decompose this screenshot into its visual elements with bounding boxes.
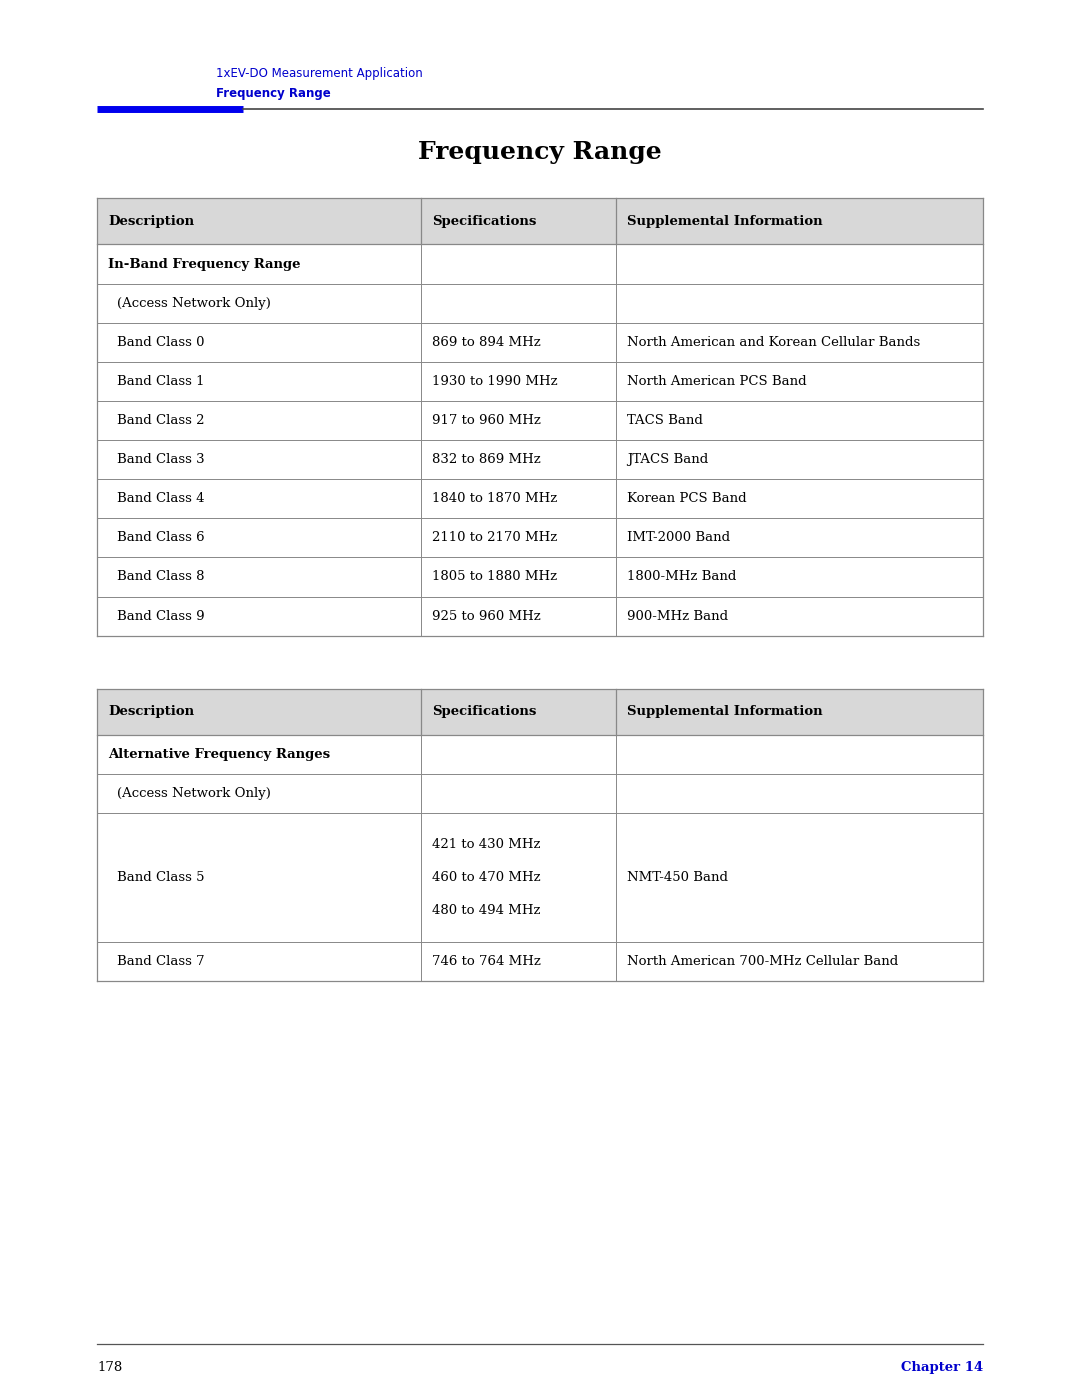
- Text: Alternative Frequency Ranges: Alternative Frequency Ranges: [108, 747, 330, 761]
- Text: Supplemental Information: Supplemental Information: [627, 705, 823, 718]
- Text: TACS Band: TACS Band: [627, 414, 703, 427]
- Text: Frequency Range: Frequency Range: [418, 140, 662, 163]
- Text: Description: Description: [108, 705, 194, 718]
- Text: Chapter 14: Chapter 14: [901, 1361, 983, 1373]
- Text: 900-MHz Band: 900-MHz Band: [627, 609, 728, 623]
- Text: Specifications: Specifications: [432, 705, 537, 718]
- Text: Band Class 1: Band Class 1: [117, 374, 204, 388]
- Text: 421 to 430 MHz: 421 to 430 MHz: [432, 838, 541, 851]
- Text: Band Class 9: Band Class 9: [117, 609, 204, 623]
- Text: 832 to 869 MHz: 832 to 869 MHz: [432, 453, 541, 467]
- Text: (Access Network Only): (Access Network Only): [117, 787, 270, 800]
- Text: 1840 to 1870 MHz: 1840 to 1870 MHz: [432, 492, 557, 506]
- Text: 1800-MHz Band: 1800-MHz Band: [627, 570, 737, 584]
- Text: Band Class 2: Band Class 2: [117, 414, 204, 427]
- Text: North American PCS Band: North American PCS Band: [627, 374, 807, 388]
- Text: Band Class 0: Band Class 0: [117, 335, 204, 349]
- Text: JTACS Band: JTACS Band: [627, 453, 708, 467]
- Text: 1xEV-DO Measurement Application: 1xEV-DO Measurement Application: [216, 67, 422, 80]
- Text: Korean PCS Band: Korean PCS Band: [627, 492, 746, 506]
- Text: 1805 to 1880 MHz: 1805 to 1880 MHz: [432, 570, 557, 584]
- Text: In-Band Frequency Range: In-Band Frequency Range: [108, 257, 300, 271]
- Text: Band Class 8: Band Class 8: [117, 570, 204, 584]
- Text: Band Class 6: Band Class 6: [117, 531, 204, 545]
- Text: Supplemental Information: Supplemental Information: [627, 215, 823, 228]
- Text: 869 to 894 MHz: 869 to 894 MHz: [432, 335, 541, 349]
- Bar: [97, 689, 983, 735]
- Text: Band Class 5: Band Class 5: [117, 870, 204, 884]
- Text: 460 to 470 MHz: 460 to 470 MHz: [432, 870, 541, 884]
- Text: 480 to 494 MHz: 480 to 494 MHz: [432, 904, 541, 916]
- Bar: [97, 198, 983, 244]
- Text: 917 to 960 MHz: 917 to 960 MHz: [432, 414, 541, 427]
- Text: 178: 178: [97, 1361, 122, 1373]
- Text: 1930 to 1990 MHz: 1930 to 1990 MHz: [432, 374, 557, 388]
- Text: (Access Network Only): (Access Network Only): [117, 296, 270, 310]
- Text: IMT-2000 Band: IMT-2000 Band: [627, 531, 730, 545]
- Text: Specifications: Specifications: [432, 215, 537, 228]
- Text: 2110 to 2170 MHz: 2110 to 2170 MHz: [432, 531, 557, 545]
- Text: North American 700-MHz Cellular Band: North American 700-MHz Cellular Band: [627, 954, 899, 968]
- Text: NMT-450 Band: NMT-450 Band: [627, 870, 728, 884]
- Text: Band Class 7: Band Class 7: [117, 954, 204, 968]
- Text: 746 to 764 MHz: 746 to 764 MHz: [432, 954, 541, 968]
- Text: Description: Description: [108, 215, 194, 228]
- Text: Band Class 3: Band Class 3: [117, 453, 204, 467]
- Text: 925 to 960 MHz: 925 to 960 MHz: [432, 609, 541, 623]
- Text: Frequency Range: Frequency Range: [216, 87, 330, 99]
- Text: North American and Korean Cellular Bands: North American and Korean Cellular Bands: [627, 335, 920, 349]
- Text: Band Class 4: Band Class 4: [117, 492, 204, 506]
